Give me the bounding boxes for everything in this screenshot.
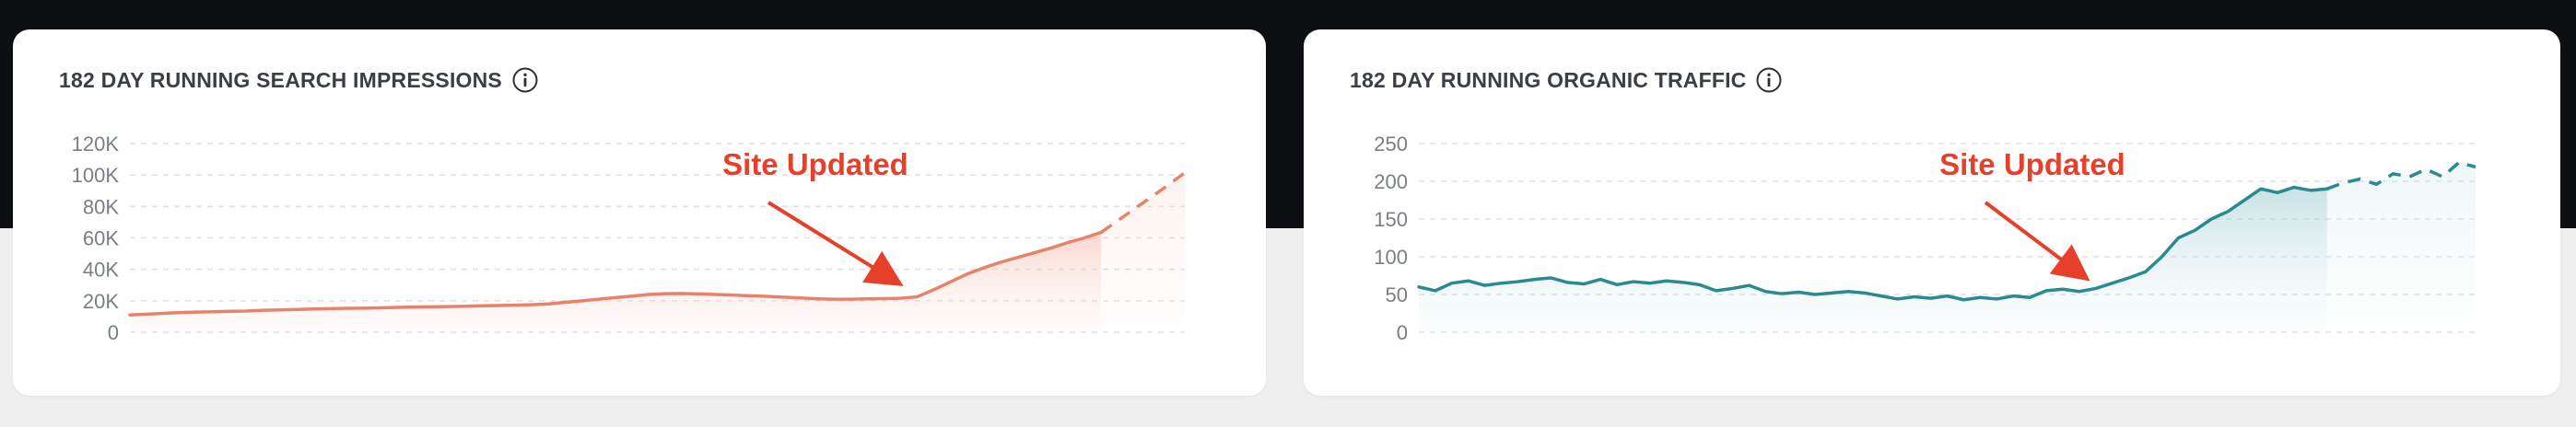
annotation-label: Site Updated bbox=[1939, 147, 2125, 181]
y-tick-label: 60K bbox=[83, 227, 119, 250]
y-tick-label: 200 bbox=[1374, 170, 1408, 193]
search-impressions-card: 182 DAY RUNNING SEARCH IMPRESSIONS 0 20K 4… bbox=[13, 29, 1266, 396]
y-tick-label: 150 bbox=[1374, 208, 1408, 231]
y-tick-label: 50 bbox=[1386, 283, 1408, 306]
y-tick-label: 120K bbox=[72, 133, 120, 156]
y-tick-label: 40K bbox=[83, 259, 119, 282]
y-tick-label: 0 bbox=[108, 321, 119, 344]
y-tick-label: 0 bbox=[1397, 321, 1408, 344]
y-tick-label: 80K bbox=[83, 195, 119, 218]
y-tick-label: 250 bbox=[1374, 133, 1408, 156]
annotation-arrow bbox=[1985, 202, 2078, 272]
actual-area bbox=[130, 233, 1101, 332]
actual-area bbox=[1419, 188, 2327, 332]
y-tick-label: 100K bbox=[72, 164, 120, 187]
forecast-area bbox=[2327, 163, 2476, 333]
annotation-arrow bbox=[768, 202, 891, 279]
y-tick-label: 100 bbox=[1374, 246, 1408, 269]
annotation-label: Site Updated bbox=[722, 147, 908, 181]
organic-traffic-card: 182 DAY RUNNING ORGANIC TRAFFIC 0 50 100 15… bbox=[1304, 29, 2560, 396]
search-impressions-chart: 0 20K 40K 60K 80K 100K 120K Site Updated bbox=[13, 29, 1266, 396]
y-tick-label: 20K bbox=[83, 290, 119, 313]
organic-traffic-chart: 0 50 100 150 200 250 Site Updated bbox=[1304, 29, 2560, 396]
forecast-area bbox=[1101, 173, 1185, 332]
